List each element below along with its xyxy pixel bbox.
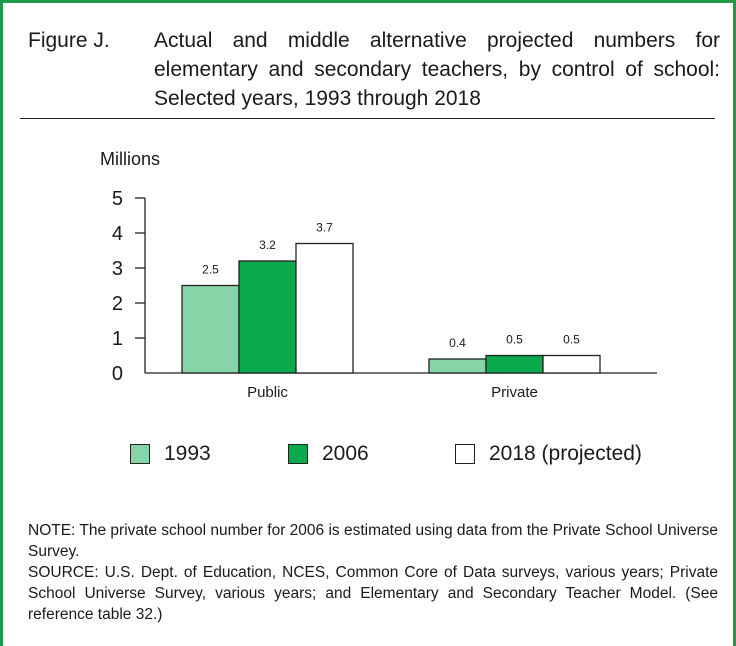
bar-public-2018 — [295, 242, 354, 374]
legend-item-2006: 2006 — [288, 442, 369, 466]
bar-public-1993 — [181, 284, 240, 374]
y-tick-label: 1 — [112, 328, 123, 350]
y-tick-label: 3 — [112, 258, 123, 280]
chart-bars — [181, 242, 601, 374]
source-text: SOURCE: U.S. Dept. of Education, NCES, C… — [28, 564, 718, 623]
frame-border-top — [0, 0, 736, 3]
data-label: 0.5 — [506, 333, 523, 347]
bar-private-1993 — [428, 358, 487, 374]
y-axis-label: Millions — [100, 149, 160, 169]
bar-private-2018 — [542, 354, 601, 374]
frame-border-right — [733, 0, 736, 646]
figure-notes: NOTE: The private school number for 2006… — [28, 520, 718, 625]
data-label: 0.4 — [449, 336, 466, 350]
data-label: 2.5 — [202, 263, 219, 277]
legend-item-2018: 2018 (projected) — [455, 442, 642, 466]
figure-title: Actual and middle alternative projected … — [154, 29, 720, 110]
title-divider — [20, 118, 715, 119]
legend-label: 1993 — [164, 442, 211, 465]
y-tick-label: 0 — [112, 363, 123, 385]
legend-swatch — [455, 444, 475, 464]
data-label: 3.7 — [316, 221, 333, 235]
y-tick-label: 2 — [112, 293, 123, 315]
legend-label: 2006 — [322, 442, 369, 465]
frame-border-left — [0, 0, 3, 646]
figure-label: Figure J. — [28, 29, 110, 52]
legend-swatch — [130, 444, 150, 464]
note-text: NOTE: The private school number for 2006… — [28, 522, 718, 560]
legend-swatch — [288, 444, 308, 464]
legend-item-1993: 1993 — [130, 442, 211, 466]
bar-public-2006 — [238, 260, 297, 374]
data-label: 0.5 — [563, 333, 580, 347]
data-label: 3.2 — [259, 238, 276, 252]
legend-label: 2018 (projected) — [489, 442, 642, 465]
chart-legend: 1993 2006 2018 (projected) — [0, 442, 736, 472]
bar-private-2006 — [485, 354, 544, 374]
category-label-public: Public — [247, 384, 288, 401]
chart-labels: 2.5 3.2 3.7 Public 0.4 0.5 0.5 Private — [202, 221, 580, 402]
y-tick-label: 5 — [112, 188, 123, 210]
y-tick-label: 4 — [112, 223, 123, 245]
category-label-private: Private — [491, 384, 538, 401]
